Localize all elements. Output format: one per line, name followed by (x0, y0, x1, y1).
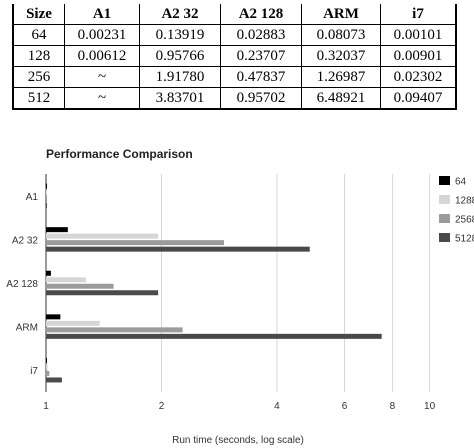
bar (46, 377, 62, 383)
table-cell: 0.23707 (220, 45, 302, 67)
table-header-row: Size A1 A2 32 A2 128 ARM i7 (12, 4, 457, 25)
legend-swatch (439, 214, 450, 223)
results-table-area: Size A1 A2 32 A2 128 ARM i7 64 0.00231 0… (0, 0, 474, 120)
bar (46, 364, 48, 370)
table-cell: 0.02883 (220, 24, 302, 46)
bar (46, 227, 68, 233)
table-cell: 64 (12, 24, 65, 46)
table-cell: 0.02302 (380, 66, 457, 88)
header-arm: ARM (301, 4, 381, 25)
table-cell: 0.95766 (139, 45, 221, 67)
x-tick-label: 4 (274, 401, 280, 412)
bar (46, 203, 47, 209)
x-tick-label: 1 (43, 401, 49, 412)
table-cell: 256 (12, 66, 65, 88)
bar (46, 183, 47, 189)
performance-chart: Performance Comparison A1 A2 32 A2 128 ARM i… (6, 147, 474, 446)
bar (46, 246, 310, 252)
table-cell: 512 (12, 87, 65, 110)
x-tick-label: 6 (342, 401, 348, 412)
legend-swatch (439, 176, 450, 185)
category-label: A2 32 (12, 235, 39, 246)
bar (46, 327, 183, 333)
table-cell: 0.08073 (301, 24, 381, 46)
legend-swatch (439, 195, 450, 204)
table-cell: 0.00231 (64, 24, 140, 46)
legend-label: 5128 (455, 234, 474, 245)
bar (46, 277, 86, 283)
table-cell: 0.47837 (220, 66, 302, 88)
header-i7: i7 (380, 4, 457, 25)
table-row: 64 0.00231 0.13919 0.02883 0.08073 0.001… (12, 24, 457, 46)
bar (46, 190, 47, 196)
table-row: 256 ~ 1.91780 0.47837 1.26987 0.02302 (12, 66, 457, 88)
x-tick-label: 2 (159, 401, 165, 412)
legend-label: 2568 (455, 215, 474, 226)
bar (46, 320, 100, 326)
x-tick-labels: 1 2 4 6 8 10 (43, 401, 435, 412)
bars (46, 183, 382, 383)
table-cell: 1.26987 (301, 66, 381, 88)
header-a2-128: A2 128 (220, 4, 302, 25)
chart-title: Performance Comparison (46, 147, 193, 161)
table-cell: 1.91780 (139, 66, 221, 88)
legend-label: 64 (455, 177, 467, 188)
results-table: Size A1 A2 32 A2 128 ARM i7 64 0.00231 0… (12, 4, 457, 110)
header-a1: A1 (64, 4, 140, 25)
table-row: 128 0.00612 0.95766 0.23707 0.32037 0.00… (12, 45, 457, 67)
table-row: 512 ~ 3.83701 0.95702 6.48921 0.09407 (12, 87, 457, 110)
header-size: Size (12, 4, 65, 25)
legend-swatch (439, 233, 450, 242)
bar (46, 240, 224, 246)
category-label: ARM (16, 323, 38, 334)
x-tick-label: 8 (390, 401, 396, 412)
category-label: A1 (26, 192, 39, 203)
bar (46, 290, 159, 296)
x-axis-label: Run time (seconds, log scale) (172, 435, 304, 446)
table-cell: 0.00101 (380, 24, 457, 46)
table-cell: 0.32037 (301, 45, 381, 67)
table-cell: 128 (12, 45, 65, 67)
bar (46, 283, 114, 289)
bar (46, 270, 51, 276)
bar (46, 370, 50, 376)
legend: 64 1288 2568 5128 (439, 176, 474, 245)
table-cell: 0.00901 (380, 45, 457, 67)
table-cell: 0.00612 (64, 45, 140, 67)
bar (46, 333, 382, 339)
x-tick-label: 10 (424, 401, 436, 412)
table-cell: 0.13919 (139, 24, 221, 46)
bar (46, 314, 61, 320)
table-cell: 3.83701 (139, 87, 221, 110)
table-cell: 0.95702 (220, 87, 302, 110)
table-cell: ~ (64, 66, 140, 88)
table-cell: ~ (64, 87, 140, 110)
gridlines (45, 174, 431, 392)
category-label: A2 128 (6, 279, 38, 290)
header-a2-32: A2 32 (139, 4, 221, 25)
bar (46, 357, 47, 363)
table-cell: 0.09407 (380, 87, 457, 110)
table-cell: 6.48921 (301, 87, 381, 110)
category-label: i7 (30, 366, 38, 377)
bar (46, 233, 159, 239)
category-labels: A1 A2 32 A2 128 ARM i7 (6, 192, 38, 377)
bar (46, 196, 47, 202)
legend-label: 1288 (455, 196, 474, 207)
